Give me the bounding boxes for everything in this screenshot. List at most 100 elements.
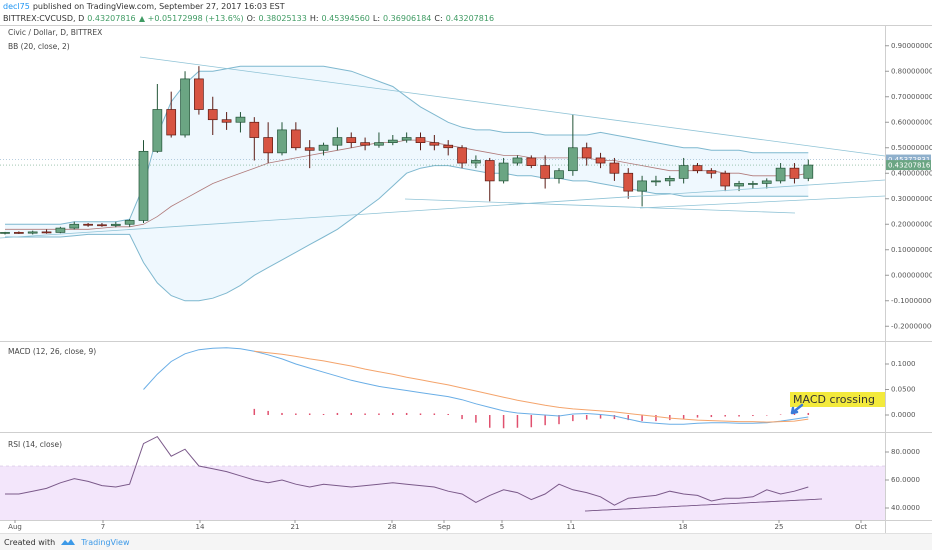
candle-body — [692, 165, 703, 172]
candle-body — [664, 178, 675, 182]
candle-body — [484, 160, 495, 182]
y-tick-label: 0.10000000 — [891, 246, 932, 254]
candle-body — [221, 119, 232, 123]
histogram-bar — [793, 413, 796, 415]
price-pane — [0, 65, 885, 302]
histogram-bar — [572, 415, 574, 422]
candle-body — [526, 157, 537, 166]
author: decl75 — [3, 2, 30, 11]
histogram-bar — [516, 415, 519, 428]
candle-body — [124, 220, 135, 225]
candle-body — [346, 137, 357, 144]
time-label: 25 — [775, 523, 784, 531]
histogram-bar — [281, 412, 283, 415]
candle-body — [637, 180, 647, 192]
candle-body — [706, 170, 717, 174]
annotation: MACD crossing — [790, 392, 885, 415]
candle-body — [166, 109, 177, 136]
histogram-bar — [502, 415, 505, 429]
histogram-bar — [682, 415, 685, 420]
rsi-trend-line — [584, 498, 823, 512]
histogram-bar — [641, 415, 643, 422]
time-label: 18 — [679, 523, 688, 531]
published: published on TradingView.com, September … — [32, 2, 285, 11]
candle-body — [318, 144, 329, 151]
y-tick-label: 0.0000 — [891, 411, 916, 419]
time-label: Aug — [8, 523, 22, 531]
candle-body — [194, 78, 204, 110]
candle-body — [138, 150, 149, 221]
trend-line — [0, 179, 886, 239]
price-label: 0.45372831 — [888, 156, 930, 164]
rsi-pane — [0, 435, 885, 520]
histogram-bar — [267, 410, 269, 415]
candle-body — [360, 142, 370, 146]
candle-body — [97, 224, 107, 227]
y-tick-label: 0.1000 — [891, 360, 916, 368]
candle-body — [249, 121, 260, 138]
candle-body — [180, 78, 190, 136]
annotation-text: MACD crossing — [793, 393, 875, 406]
y-tick-label: 0.40000000 — [891, 169, 932, 177]
pane-title: Civic / Dollar, D, BITTREX — [8, 28, 102, 37]
candle-body — [83, 223, 93, 226]
ohlc-key: L: — [372, 14, 381, 23]
histogram-bar — [530, 415, 533, 428]
y-tick-label: -0.10000000 — [891, 297, 932, 305]
y-tick-label: 80.0000 — [891, 448, 920, 456]
logo — [61, 539, 76, 545]
histogram-bar — [322, 413, 325, 415]
y-tick-label: 0.70000000 — [891, 93, 932, 101]
y-tick-label: 0.30000000 — [891, 195, 932, 203]
candle-body — [110, 223, 121, 226]
candle-body — [581, 147, 592, 159]
ohlc-key: O: — [246, 14, 256, 23]
trend-line — [139, 56, 886, 157]
histogram-bar — [807, 412, 810, 415]
candle-body — [512, 157, 523, 164]
time-label: Sep — [437, 523, 451, 531]
rsi-band — [0, 466, 885, 520]
candle-body — [387, 139, 398, 144]
candle-body — [803, 164, 814, 179]
histogram-bar — [378, 413, 380, 415]
series-line — [143, 347, 809, 425]
histogram-bar — [613, 415, 616, 420]
candle-body — [14, 232, 24, 234]
histogram-bar — [433, 413, 436, 415]
candle-body — [734, 183, 744, 187]
ohlc-value: 0.43207816 — [445, 14, 495, 23]
time-label: 7 — [101, 523, 105, 531]
candle-body — [775, 167, 786, 182]
time-label: 28 — [388, 523, 397, 531]
histogram-bar — [627, 415, 629, 421]
candle-body — [415, 137, 426, 144]
annotation-arrow — [790, 403, 804, 415]
ohlc-key: H: — [309, 14, 319, 23]
histogram-bar — [752, 415, 754, 417]
candle-body — [540, 165, 551, 179]
histogram-bar — [405, 412, 408, 415]
histogram-bar — [544, 415, 546, 426]
candle-body — [567, 147, 578, 172]
candle-body — [69, 223, 80, 229]
candle-body — [304, 147, 315, 151]
y-tick-label: 0.20000000 — [891, 220, 932, 228]
trend-line — [404, 198, 796, 214]
histogram-bar — [350, 412, 352, 415]
ohlc-value: 0.45394560 — [321, 14, 370, 23]
candle-body — [263, 137, 273, 154]
histogram-bar — [308, 413, 311, 415]
bb-fill — [5, 66, 809, 301]
candle-body — [277, 129, 287, 154]
ohlc-value: 0.36906184 — [383, 14, 432, 23]
series-line — [254, 350, 809, 423]
candle-body — [41, 231, 52, 234]
histogram-bar — [738, 415, 740, 417]
series-line — [5, 435, 809, 506]
histogram-bar — [392, 412, 394, 415]
y-tick-label: 60.0000 — [891, 476, 920, 484]
candle-body — [374, 142, 384, 146]
candle-body — [761, 180, 772, 184]
